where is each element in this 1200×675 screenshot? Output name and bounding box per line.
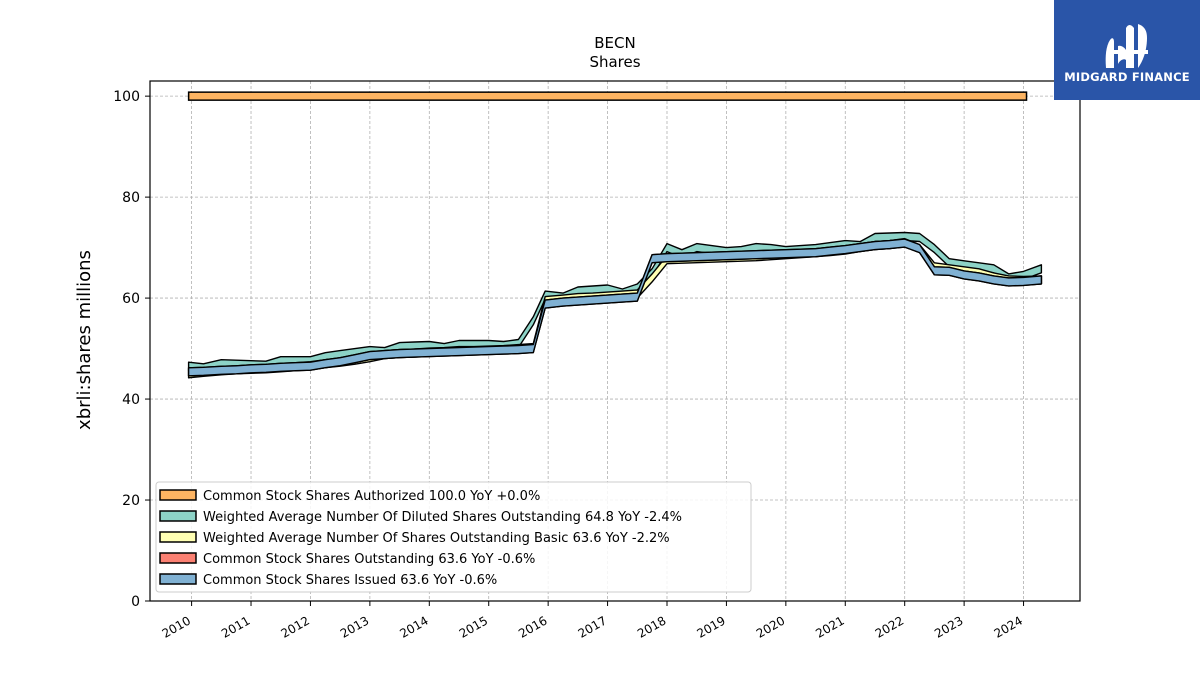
series-areas (187, 91, 1043, 379)
legend-swatch-weighted-average-number-of-diluted-shares-outstanding (159, 510, 197, 522)
chart-subtitle: Shares (589, 53, 640, 71)
y-tick-label: 60 (122, 291, 140, 307)
plot-frame (149, 80, 1081, 602)
y-tick-label: 40 (122, 392, 140, 408)
legend: Common Stock Shares Authorized 100.0 YoY… (155, 481, 752, 593)
legend-swatch-common-stock-shares-authorized (159, 489, 197, 501)
legend-label-weighted-average-number-of-diluted-shares-outstanding: Weighted Average Number Of Diluted Share… (203, 510, 682, 525)
logo-text: MIDGARD FINANCE (1064, 70, 1190, 84)
y-tick-label: 100 (113, 89, 140, 105)
legend-swatch-common-stock-shares-issued (159, 573, 197, 585)
chart-title: BECN (594, 34, 635, 52)
y-tick-label: 20 (122, 493, 140, 509)
legend-frame (155, 481, 752, 593)
y-tick-label: 80 (122, 190, 140, 206)
legend-label-common-stock-shares-authorized: Common Stock Shares Authorized 100.0 YoY… (203, 489, 540, 504)
series-common-stock-shares-authorized (187, 91, 1028, 101)
legend-label-weighted-average-number-of-shares-outstanding-basic: Weighted Average Number Of Shares Outsta… (203, 531, 670, 546)
legend-swatch-weighted-average-number-of-shares-outstanding-basic (159, 531, 197, 543)
y-axis-label: xbrli:shares millions (74, 250, 95, 430)
series-common-stock-shares-issued (187, 238, 1043, 377)
legend-label-common-stock-shares-outstanding: Common Stock Shares Outstanding 63.6 YoY… (203, 552, 535, 567)
y-ticks: 0 20 40 60 80 100 (113, 89, 150, 610)
y-tick-label: 0 (131, 594, 140, 610)
logo-mark-icon (1105, 24, 1148, 68)
midgard-finance-logo: MIDGARD FINANCE (1054, 0, 1200, 100)
legend-label-common-stock-shares-issued: Common Stock Shares Issued 63.6 YoY -0.6… (203, 573, 497, 588)
legend-swatch-common-stock-shares-outstanding (159, 552, 197, 564)
